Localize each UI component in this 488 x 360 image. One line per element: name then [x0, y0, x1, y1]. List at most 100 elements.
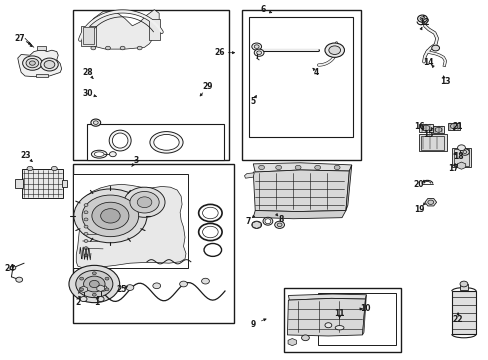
Circle shape: [83, 276, 105, 292]
Circle shape: [91, 46, 96, 50]
Circle shape: [333, 165, 339, 170]
Polygon shape: [362, 295, 366, 335]
Circle shape: [419, 17, 424, 21]
Bar: [87, 125, 224, 160]
Circle shape: [202, 226, 218, 238]
Bar: [82, 27, 94, 44]
Bar: [249, 17, 352, 137]
Text: 25: 25: [116, 285, 126, 294]
Circle shape: [277, 223, 282, 226]
Bar: [453, 149, 468, 166]
Polygon shape: [18, 50, 61, 77]
Ellipse shape: [94, 152, 104, 157]
Circle shape: [179, 281, 187, 287]
Polygon shape: [97, 285, 104, 292]
Circle shape: [417, 15, 427, 22]
Ellipse shape: [109, 130, 131, 151]
Ellipse shape: [334, 325, 343, 330]
Circle shape: [328, 46, 340, 54]
Circle shape: [69, 265, 120, 303]
Text: 5: 5: [250, 96, 255, 105]
Bar: [73, 174, 188, 268]
Text: 15: 15: [423, 130, 433, 139]
Circle shape: [137, 46, 142, 50]
Text: 1: 1: [94, 298, 100, 307]
Circle shape: [84, 204, 88, 207]
Text: 21: 21: [452, 122, 462, 131]
Bar: [37, 46, 45, 50]
Circle shape: [44, 60, 55, 68]
Bar: [149, 19, 160, 40]
Circle shape: [124, 187, 164, 217]
Bar: [242, 10, 360, 160]
Circle shape: [91, 119, 101, 126]
Text: 24: 24: [4, 265, 15, 274]
Circle shape: [26, 58, 39, 68]
Text: 27: 27: [14, 34, 24, 43]
Circle shape: [120, 46, 125, 50]
Circle shape: [301, 335, 309, 341]
Bar: [420, 135, 444, 150]
Circle shape: [80, 297, 87, 302]
Text: 4: 4: [313, 68, 319, 77]
Text: 16: 16: [413, 122, 424, 131]
Polygon shape: [418, 124, 432, 132]
Circle shape: [314, 165, 320, 170]
Circle shape: [105, 277, 109, 280]
Bar: [317, 293, 395, 345]
Circle shape: [254, 45, 259, 48]
Polygon shape: [253, 170, 348, 212]
Circle shape: [421, 125, 429, 131]
Circle shape: [457, 145, 465, 150]
Circle shape: [105, 288, 109, 291]
Circle shape: [89, 280, 99, 288]
Circle shape: [258, 165, 264, 170]
Circle shape: [431, 45, 439, 51]
Circle shape: [201, 278, 209, 284]
Circle shape: [459, 281, 467, 287]
Circle shape: [29, 61, 35, 65]
Polygon shape: [456, 162, 465, 169]
Circle shape: [27, 166, 33, 171]
Polygon shape: [345, 165, 351, 211]
Circle shape: [41, 58, 58, 71]
Ellipse shape: [263, 217, 272, 225]
Circle shape: [254, 49, 264, 56]
Circle shape: [92, 202, 129, 229]
Polygon shape: [82, 10, 159, 49]
Circle shape: [130, 192, 159, 213]
Text: 13: 13: [439, 77, 450, 86]
Circle shape: [97, 297, 104, 302]
Circle shape: [84, 225, 88, 228]
Text: 12: 12: [418, 18, 428, 27]
Circle shape: [84, 211, 88, 214]
Ellipse shape: [91, 150, 107, 158]
Circle shape: [275, 165, 281, 170]
Circle shape: [22, 56, 42, 70]
Circle shape: [84, 218, 88, 221]
Text: 23: 23: [21, 151, 31, 160]
Polygon shape: [432, 126, 443, 133]
Ellipse shape: [154, 134, 179, 150]
Polygon shape: [244, 173, 254, 178]
Bar: [283, 288, 400, 352]
Circle shape: [274, 221, 284, 228]
Circle shape: [153, 283, 160, 289]
Polygon shape: [287, 298, 365, 336]
Text: 10: 10: [360, 304, 370, 313]
Text: 8: 8: [278, 215, 283, 224]
Circle shape: [84, 247, 88, 249]
Bar: [61, 180, 67, 187]
Circle shape: [449, 123, 457, 129]
Circle shape: [251, 221, 261, 228]
Circle shape: [126, 285, 134, 291]
Circle shape: [80, 288, 83, 291]
Circle shape: [10, 266, 16, 270]
Text: 19: 19: [413, 205, 424, 214]
Circle shape: [76, 270, 113, 298]
Polygon shape: [80, 286, 87, 293]
Circle shape: [427, 200, 433, 204]
Circle shape: [84, 254, 88, 257]
Polygon shape: [252, 221, 261, 228]
Text: 17: 17: [447, 164, 458, 173]
